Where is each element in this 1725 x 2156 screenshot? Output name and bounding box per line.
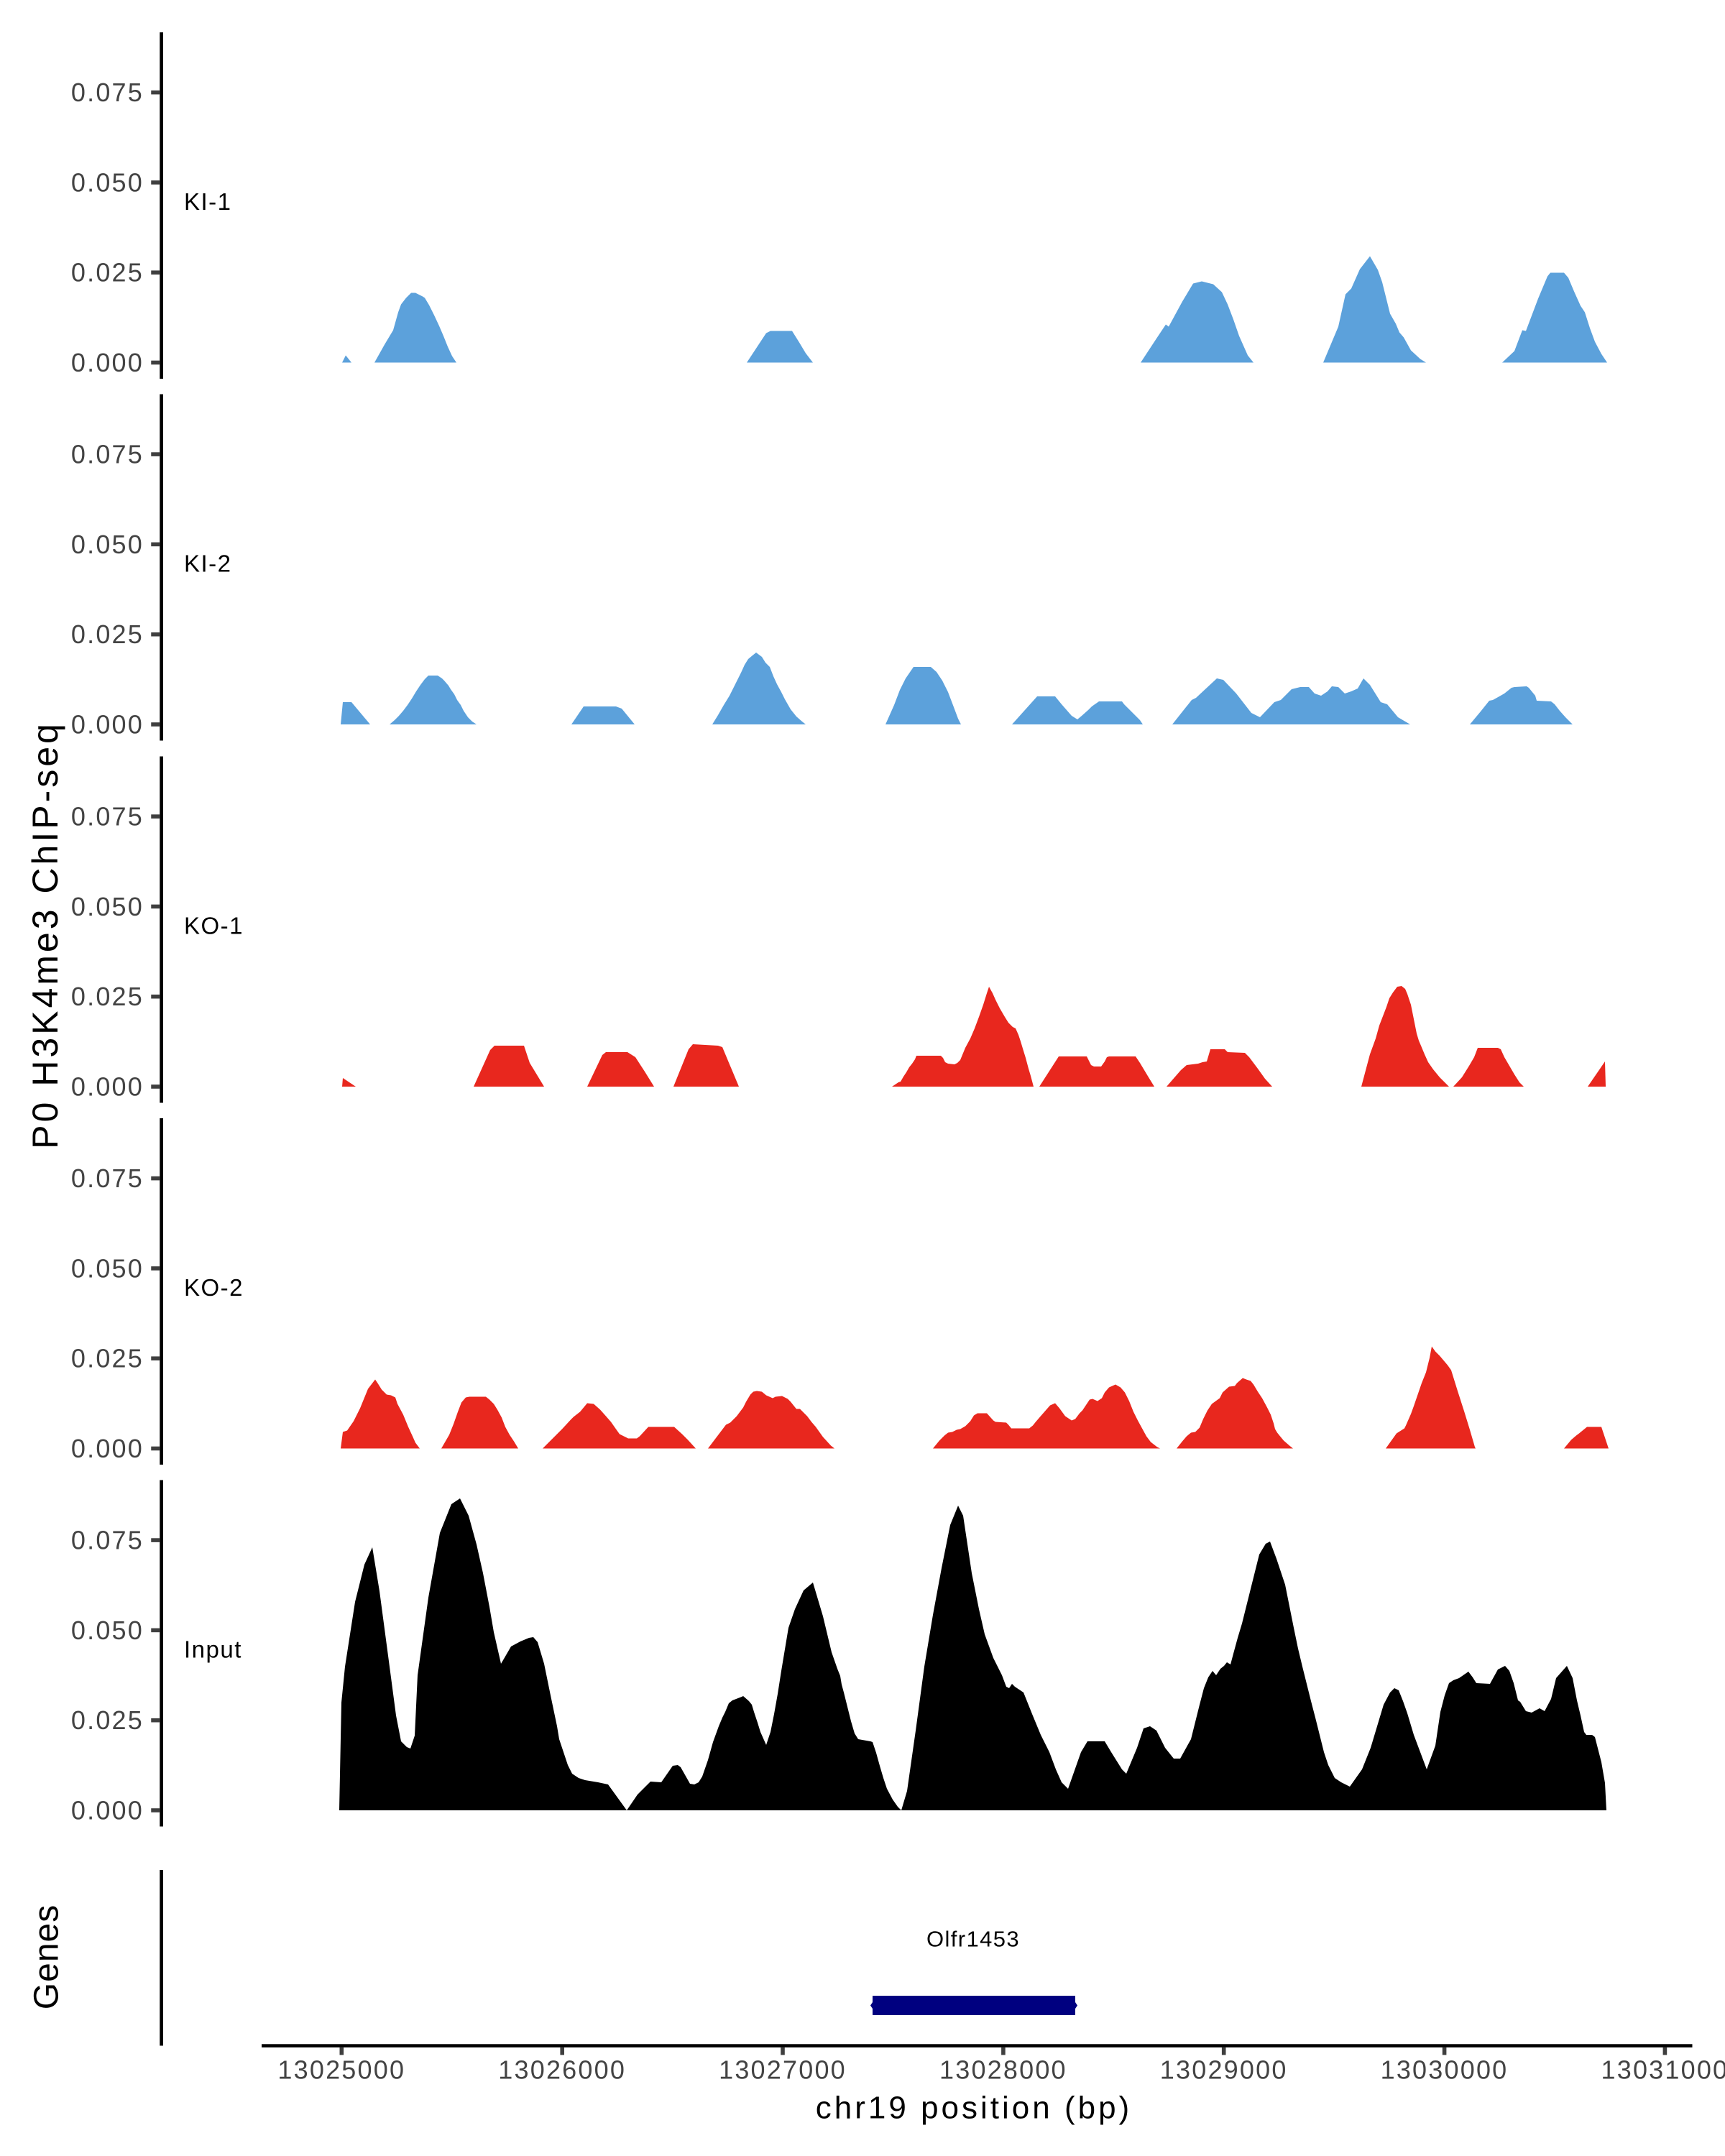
- svg-text:0.050: 0.050: [71, 1253, 144, 1283]
- svg-text:0.075: 0.075: [71, 78, 144, 107]
- svg-text:0.000: 0.000: [71, 710, 144, 740]
- svg-text:0.050: 0.050: [71, 530, 144, 559]
- svg-text:13029000: 13029000: [1160, 2055, 1288, 2085]
- svg-text:0.075: 0.075: [71, 440, 144, 469]
- svg-text:0.050: 0.050: [71, 167, 144, 197]
- svg-text:13028000: 13028000: [939, 2055, 1067, 2085]
- svg-text:KI-1: KI-1: [184, 188, 232, 215]
- svg-text:13026000: 13026000: [498, 2055, 626, 2085]
- svg-text:0.050: 0.050: [71, 892, 144, 921]
- svg-text:0.025: 0.025: [71, 1705, 144, 1735]
- svg-text:KO-2: KO-2: [184, 1274, 244, 1301]
- svg-text:13031000: 13031000: [1601, 2055, 1725, 2085]
- svg-text:P0 H3K4me3 ChIP-seq: P0 H3K4me3 ChIP-seq: [25, 721, 65, 1149]
- svg-text:13027000: 13027000: [719, 2055, 847, 2085]
- svg-text:0.000: 0.000: [71, 1072, 144, 1102]
- svg-text:0.000: 0.000: [71, 348, 144, 377]
- svg-text:KI-2: KI-2: [184, 550, 232, 577]
- svg-text:13030000: 13030000: [1381, 2055, 1509, 2085]
- svg-text:0.075: 0.075: [71, 802, 144, 831]
- svg-text:0.025: 0.025: [71, 982, 144, 1011]
- svg-text:13025000: 13025000: [277, 2055, 405, 2085]
- svg-text:Genes: Genes: [28, 1904, 66, 2009]
- svg-text:Input: Input: [184, 1636, 242, 1663]
- svg-text:KO-1: KO-1: [184, 913, 244, 939]
- svg-text:0.050: 0.050: [71, 1616, 144, 1645]
- svg-text:0.025: 0.025: [71, 1344, 144, 1373]
- svg-text:0.025: 0.025: [71, 258, 144, 287]
- svg-text:chr19 position (bp): chr19 position (bp): [816, 2091, 1132, 2126]
- svg-text:Olfr1453: Olfr1453: [926, 1927, 1020, 1952]
- svg-text:0.000: 0.000: [71, 1796, 144, 1825]
- svg-text:0.075: 0.075: [71, 1526, 144, 1555]
- svg-text:0.025: 0.025: [71, 619, 144, 649]
- svg-text:0.075: 0.075: [71, 1164, 144, 1193]
- svg-text:0.000: 0.000: [71, 1434, 144, 1463]
